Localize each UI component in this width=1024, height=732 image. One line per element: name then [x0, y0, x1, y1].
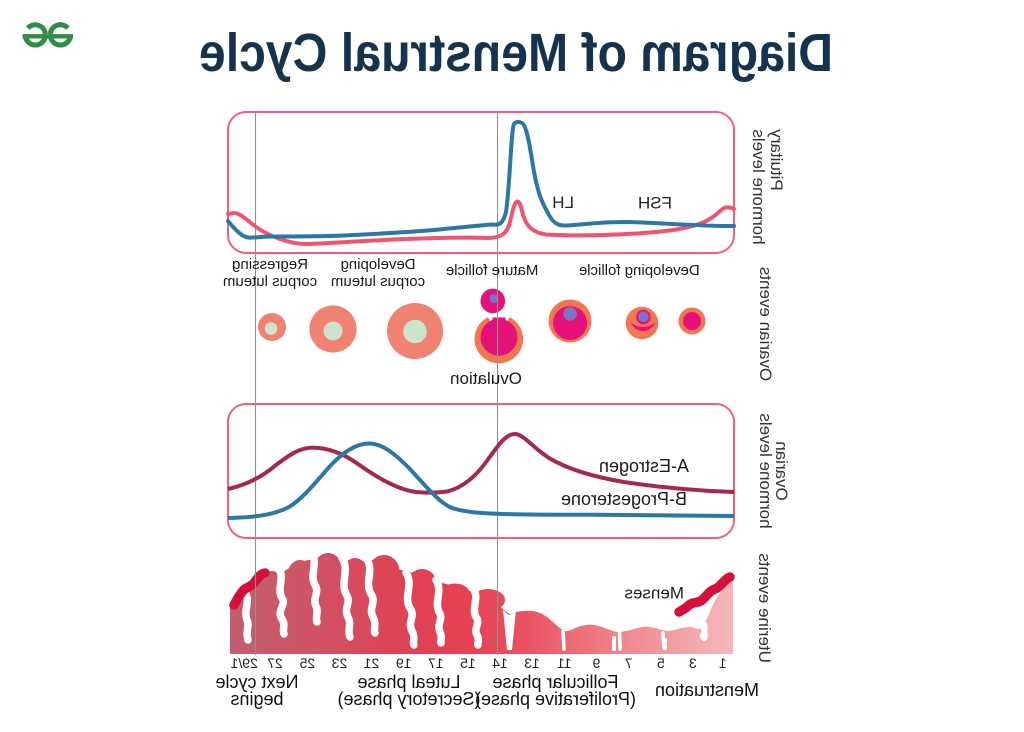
svg-text:Menses: Menses — [624, 584, 684, 603]
svg-text:B-Progesterone: B-Progesterone — [561, 489, 687, 509]
svg-text:FSH: FSH — [638, 194, 672, 213]
svg-text:LH: LH — [552, 193, 574, 212]
svg-text:A-Estrogen: A-Estrogen — [599, 456, 689, 476]
